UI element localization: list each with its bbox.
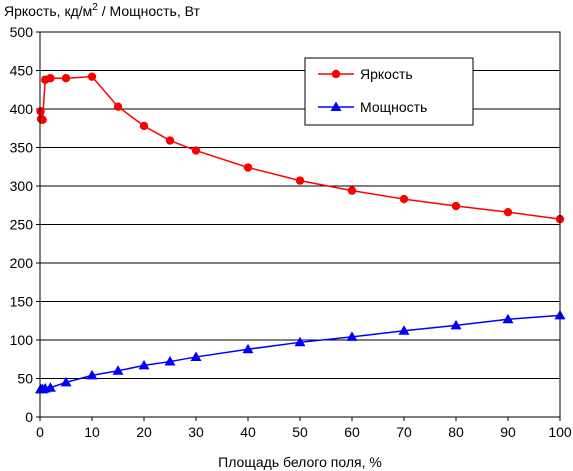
data-point: [112, 365, 124, 375]
x-tick-label: 60: [344, 424, 360, 440]
data-point: [294, 336, 306, 347]
y-tick-label: 350: [10, 140, 34, 156]
plot-area-border: [39, 31, 561, 418]
data-point: [347, 186, 357, 195]
data-point: [502, 313, 514, 324]
y-tick-label: 150: [10, 294, 34, 310]
data-point: [36, 107, 45, 116]
data-point: [191, 146, 201, 155]
x-tick-label: 40: [240, 424, 256, 440]
x-tick-labels: 0 10 20 30 40 50 60 70 80 90 100: [36, 424, 572, 440]
data-point: [86, 369, 98, 380]
data-point: [503, 207, 513, 217]
data-point: [398, 325, 410, 335]
legend-label: Мощность: [360, 99, 427, 115]
x-tick-label: 90: [500, 424, 516, 440]
series-2: [35, 309, 566, 394]
legend-marker: [331, 69, 341, 79]
y-tick-label: 300: [10, 178, 34, 194]
series-group: [35, 72, 566, 394]
y-axis-title-main: Яркость, кд/м: [4, 3, 92, 19]
data-point: [190, 351, 202, 361]
y-tick-label: 0: [25, 409, 33, 425]
data-point: [346, 331, 358, 341]
data-point: [113, 102, 123, 111]
data-point: [165, 136, 175, 145]
data-point: [139, 121, 149, 131]
x-tick-label: 10: [84, 424, 100, 440]
data-point: [61, 74, 71, 83]
x-tick-label: 100: [548, 424, 572, 440]
data-point: [243, 163, 253, 172]
y-tick-label: 100: [10, 332, 34, 348]
x-tick-label: 80: [448, 424, 464, 440]
data-point: [44, 382, 56, 392]
x-tick-label: 20: [136, 424, 152, 440]
data-point: [138, 359, 150, 370]
data-point: [399, 194, 409, 204]
data-point: [295, 176, 305, 185]
y-tick-label: 450: [10, 63, 34, 79]
series-1: [36, 72, 565, 224]
y-axis-title-tail: / Мощность, Вт: [98, 3, 201, 19]
x-tick-label: 0: [36, 424, 44, 440]
data-point: [87, 72, 97, 81]
legend-label: Яркость: [360, 66, 413, 82]
y-tick-label: 250: [10, 217, 34, 233]
gridlines: [36, 31, 561, 421]
y-axis-title: Яркость, кд/м2 / Мощность, Вт: [4, 2, 200, 19]
legend: Яркость Мощность: [304, 57, 474, 126]
data-point: [242, 343, 254, 354]
data-point: [164, 356, 176, 366]
x-tick-label: 50: [292, 424, 308, 440]
legend-box: [304, 57, 474, 126]
data-point: [60, 376, 72, 387]
data-point: [46, 74, 55, 83]
y-tick-label: 400: [10, 101, 34, 117]
y-tick-label: 50: [17, 371, 33, 387]
data-point: [451, 201, 461, 211]
y-axis-title-superscript: 2: [92, 2, 98, 13]
x-tick-label: 70: [396, 424, 412, 440]
y-tick-label: 500: [10, 24, 34, 40]
y-tick-labels: 0 50 100 150 200 250 300 350 400 450 500: [10, 24, 34, 425]
x-axis-title: Площадь белого поля, %: [218, 454, 382, 470]
series-line: [39, 75, 561, 220]
y-tick-label: 200: [10, 255, 34, 271]
x-tick-label: 30: [188, 424, 204, 440]
legend-marker: [330, 101, 342, 111]
data-point: [450, 319, 462, 330]
